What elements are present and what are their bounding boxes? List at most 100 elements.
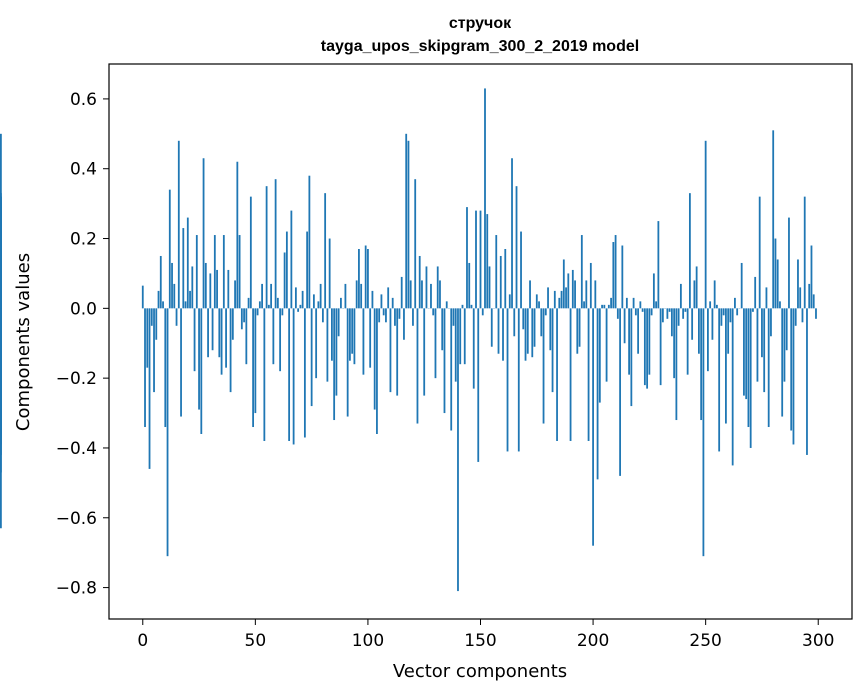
bar-100 xyxy=(367,249,369,309)
bar-261 xyxy=(729,308,732,323)
bar-223 xyxy=(643,308,646,386)
bar-263 xyxy=(734,297,736,309)
bar-282 xyxy=(776,259,779,309)
bar-208 xyxy=(610,297,612,309)
bar-259 xyxy=(725,308,727,424)
bar-25 xyxy=(198,308,200,410)
bar-220 xyxy=(637,308,640,354)
bar-219 xyxy=(634,308,637,316)
x-tick-label: 0 xyxy=(137,631,148,651)
bar-59 xyxy=(274,179,277,309)
bar-40 xyxy=(231,308,234,340)
bar-203 xyxy=(598,308,601,403)
bar-275 xyxy=(761,308,763,358)
bar-31 xyxy=(211,308,214,351)
bar-143 xyxy=(463,308,466,365)
bar-262 xyxy=(731,308,734,466)
bar-192 xyxy=(574,280,576,309)
bar-86 xyxy=(335,308,338,396)
bar-131 xyxy=(436,266,439,309)
bar-224 xyxy=(646,308,649,389)
y-axis-ticks: −0.8 −0.6 −0.4 −0.2 0.0 0.2 0.4 0.6 xyxy=(56,90,109,599)
bar-45 xyxy=(243,308,245,323)
bar-16 xyxy=(177,140,180,309)
bar-138 xyxy=(452,308,455,326)
bar-51 xyxy=(256,308,259,316)
bar-299 xyxy=(815,308,817,319)
bar-1 xyxy=(144,308,146,428)
bar-128 xyxy=(430,283,432,309)
bar-123 xyxy=(418,255,421,309)
bar-34 xyxy=(218,308,221,358)
bar-57 xyxy=(270,283,273,309)
bar-159 xyxy=(499,255,502,309)
bar-14 xyxy=(173,283,176,309)
bar-28 xyxy=(204,262,207,309)
bar-201 xyxy=(594,280,597,309)
x-tick-label: 200 xyxy=(577,631,609,651)
bar-235 xyxy=(670,308,673,337)
bar-218 xyxy=(632,297,635,309)
bar-84 xyxy=(331,308,333,361)
bar-105 xyxy=(378,308,381,323)
bar-90 xyxy=(344,283,347,309)
bar-230 xyxy=(659,308,662,386)
bar-99 xyxy=(364,245,367,309)
bar-145 xyxy=(468,262,471,309)
bar-222 xyxy=(641,308,644,312)
bar-83 xyxy=(328,238,331,309)
bar-239 xyxy=(679,283,682,309)
bar-117 xyxy=(405,133,408,309)
bar-158 xyxy=(497,308,500,354)
bar-267 xyxy=(743,308,745,396)
bar-121 xyxy=(414,179,417,309)
bar-140 xyxy=(457,308,459,592)
bar-188 xyxy=(565,287,567,309)
bar-27 xyxy=(202,158,205,309)
bar-253 xyxy=(711,308,714,340)
bar-221 xyxy=(639,301,642,309)
bar-189 xyxy=(567,273,570,309)
x-tick-label: 300 xyxy=(802,631,834,651)
bar-49 xyxy=(252,308,254,428)
bar-172 xyxy=(529,280,531,309)
bar-74 xyxy=(308,175,311,309)
bar-217 xyxy=(630,308,633,407)
bar-166 xyxy=(515,186,518,309)
bar-70 xyxy=(299,304,302,309)
y-tick-label: −0.4 xyxy=(56,439,97,459)
bar-204 xyxy=(601,304,603,309)
bar-295 xyxy=(806,308,808,455)
bar-124 xyxy=(421,280,423,309)
bar-279 xyxy=(770,308,772,337)
bar-165 xyxy=(513,308,516,337)
bar-15 xyxy=(175,308,178,326)
bar-18 xyxy=(182,228,185,309)
bar-44 xyxy=(240,308,243,330)
bar-175 xyxy=(535,294,538,309)
bar-35 xyxy=(220,308,223,375)
bar-147 xyxy=(472,308,475,389)
bar-111 xyxy=(391,297,394,309)
bar-43 xyxy=(238,235,241,309)
bar-248 xyxy=(700,308,703,421)
bar-65 xyxy=(288,308,291,441)
bar-53 xyxy=(261,283,263,309)
bar-286 xyxy=(785,308,788,351)
bar-155 xyxy=(490,308,493,347)
bar-260 xyxy=(727,308,730,354)
y-tick-label: 0.0 xyxy=(70,299,97,319)
bar-7 xyxy=(157,290,160,309)
bar-176 xyxy=(538,301,540,309)
bar-290 xyxy=(794,308,797,326)
bar-50 xyxy=(254,308,257,414)
bar-161 xyxy=(504,249,507,309)
bar-233 xyxy=(666,308,669,319)
bar-183 xyxy=(553,290,556,309)
x-tick-label: 100 xyxy=(352,631,384,651)
bar-277 xyxy=(765,287,768,309)
x-axis-label: Vector components xyxy=(393,661,567,682)
bar-190 xyxy=(569,308,572,441)
bar-289 xyxy=(792,308,795,445)
bar-296 xyxy=(808,283,811,309)
